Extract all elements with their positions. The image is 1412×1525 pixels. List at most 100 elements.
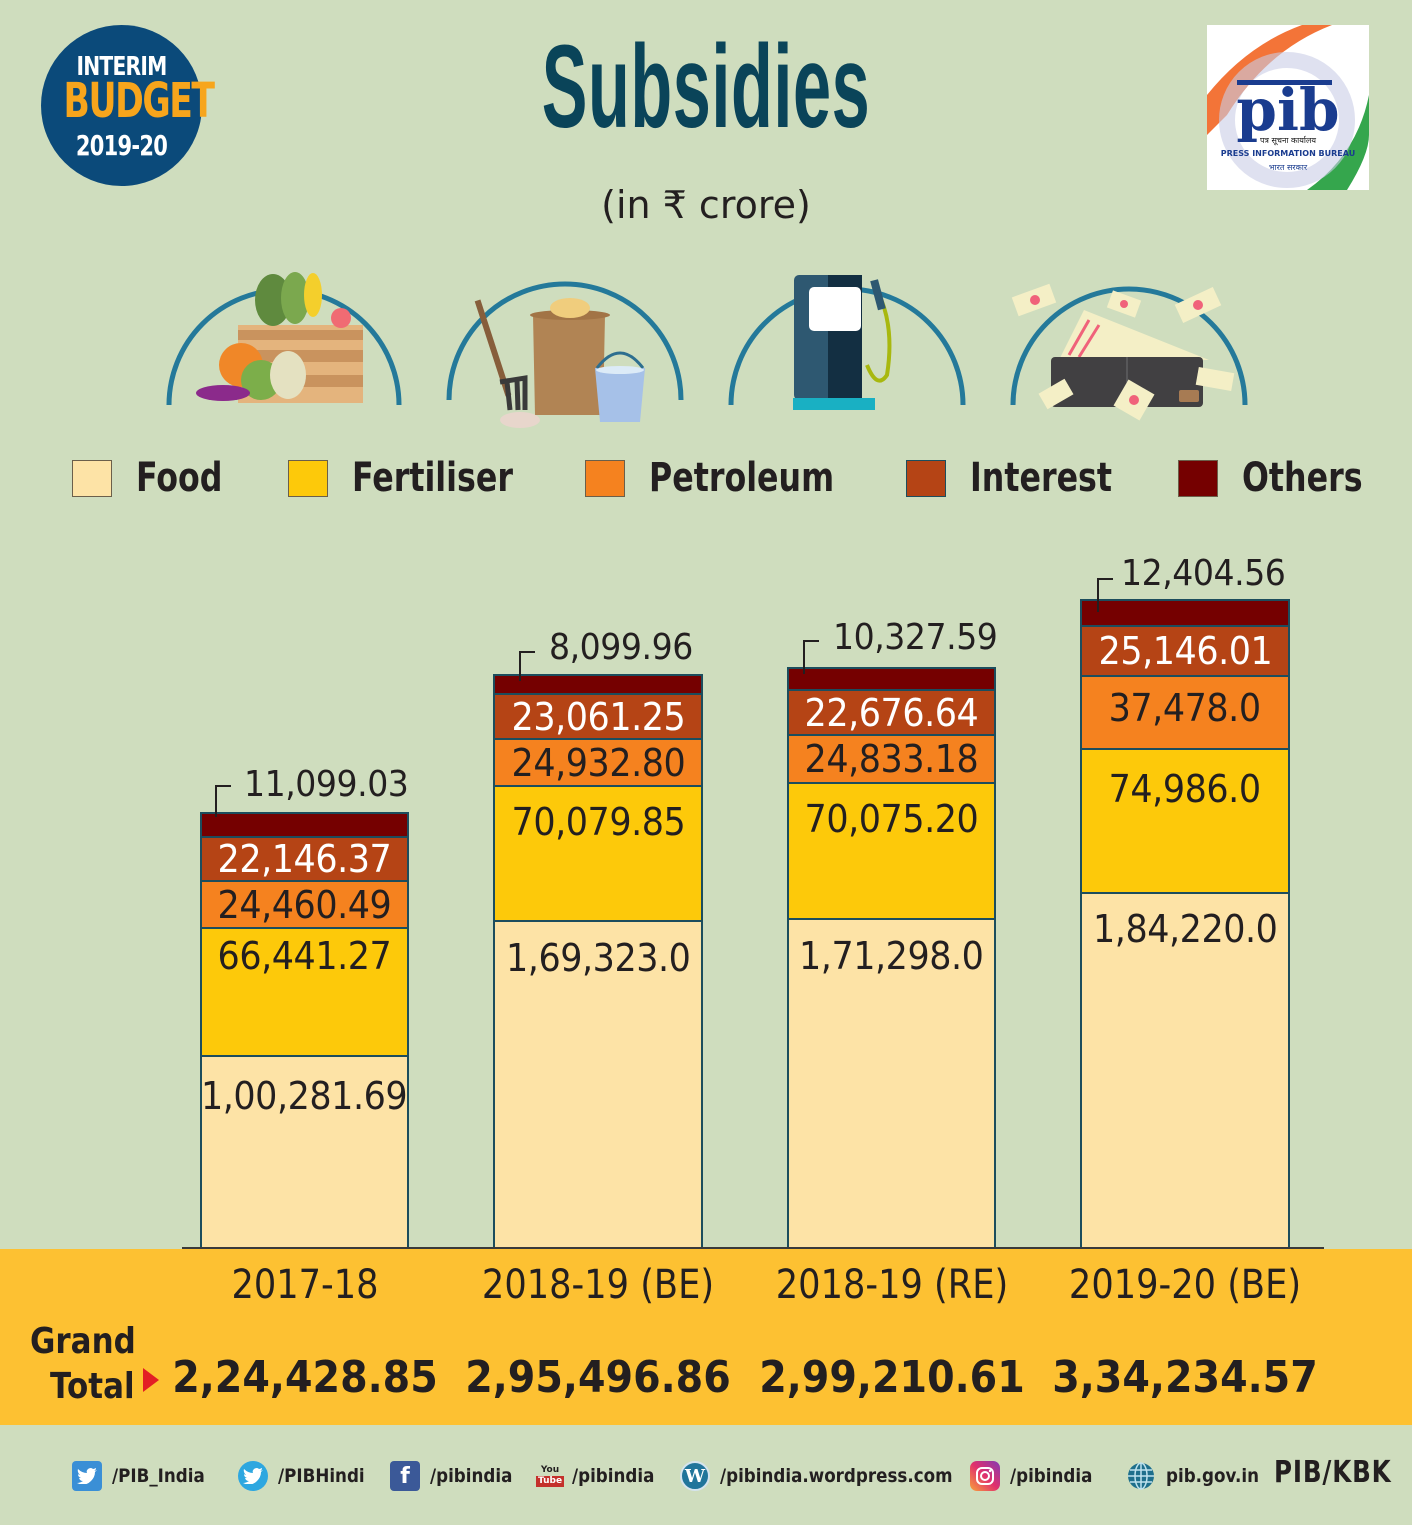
chart-title: Subsidies [541, 21, 871, 153]
legend-label: Food [136, 455, 223, 501]
svg-text:pib: pib [1236, 76, 1339, 144]
segment-value: 74,986.0 [1108, 767, 1262, 811]
footer-link-text: /pibindia [430, 1465, 513, 1487]
food-basket-icon [163, 270, 403, 430]
callout-leader-line [519, 651, 535, 681]
legend-label: Fertiliser [352, 455, 513, 501]
grand-total-value: 2,95,496.86 [465, 1352, 731, 1403]
segment-value: 70,075.20 [804, 797, 979, 841]
badge-line-2: BUDGET [63, 73, 215, 129]
grand-total-arrow-icon [143, 1368, 159, 1392]
legend-swatch-petroleum [585, 459, 625, 497]
instagram-icon [970, 1461, 1000, 1491]
legend-swatch-interest [906, 459, 946, 497]
segment-value: 25,146.01 [1098, 629, 1272, 673]
segment-interest: 25,146.01 [1082, 625, 1288, 675]
segment-fertiliser: 70,079.85 [495, 785, 701, 920]
chart-subtitle: (in ₹ crore) [601, 183, 811, 227]
segment-others [202, 814, 407, 836]
pib-logo: pib पत्र सूचना कार्यालय PRESS INFORMATIO… [1207, 25, 1369, 190]
segment-value: 66,441.27 [217, 934, 392, 978]
segment-fertiliser: 66,441.27 [202, 927, 407, 1055]
grand-total-label-line2: Total [50, 1366, 135, 1407]
footer-link-twitter-pib-india[interactable]: /PIB_India [72, 1458, 217, 1494]
segment-interest: 22,146.37 [202, 836, 407, 880]
wordpress-icon: W [680, 1461, 710, 1491]
x-axis-label: 2018-19 (RE) [775, 1262, 1009, 1308]
x-axis-label: 2018-19 (BE) [481, 1262, 715, 1308]
grand-total-value: 2,24,428.85 [172, 1352, 438, 1403]
segment-value: 1,00,281.69 [201, 1074, 408, 1118]
callout-leader-line [215, 785, 231, 817]
segment-value: 22,676.64 [804, 690, 979, 735]
svg-text:PRESS INFORMATION BUREAU: PRESS INFORMATION BUREAU [1221, 149, 1355, 158]
others-callout: 8,099.96 [549, 627, 693, 668]
segment-value: 22,146.37 [217, 837, 392, 881]
others-callout: 10,327.59 [833, 617, 998, 658]
segment-value: 24,460.49 [217, 882, 392, 927]
footer-link-text: /pibindia [1010, 1465, 1093, 1487]
svg-text:भारत सरकार: भारत सरकार [1269, 163, 1308, 172]
legend-swatch-food [72, 459, 112, 497]
footer-link-instagram[interactable]: /pibindia [970, 1458, 1104, 1494]
segment-petroleum: 37,478.0 [1082, 675, 1288, 748]
segment-value: 24,833.18 [804, 737, 979, 781]
segment-others [1082, 601, 1288, 625]
footer-link-text: /PIBHindi [278, 1465, 365, 1487]
segment-value: 1,84,220.0 [1092, 907, 1278, 951]
footer-link-website[interactable]: pib.gov.in [1126, 1458, 1272, 1494]
grand-total-value: 2,99,210.61 [759, 1352, 1025, 1403]
grand-total-label-line1: Grand [30, 1321, 136, 1362]
bar-2019-20-be: 25,146.01 37,478.0 74,986.0 1,84,220.0 [1080, 599, 1290, 1249]
segment-others [789, 669, 994, 689]
legend-item-fertiliser: Fertiliser [288, 455, 535, 501]
footer-link-text: /pibindia.wordpress.com [720, 1465, 953, 1487]
segment-food: 1,84,220.0 [1082, 892, 1288, 1249]
footer-link-text: /PIB_India [112, 1465, 205, 1487]
footer-link-youtube[interactable]: You Tube /pibindia [535, 1458, 666, 1494]
others-callout: 11,099.03 [244, 764, 409, 805]
legend-item-interest: Interest [906, 455, 1131, 501]
fuel-pump-icon [727, 265, 967, 425]
footer-link-wordpress[interactable]: W /pibindia.wordpress.com [680, 1458, 984, 1494]
legend-swatch-others [1178, 459, 1218, 497]
youtube-icon: You Tube [535, 1464, 565, 1487]
segment-fertiliser: 74,986.0 [1082, 748, 1288, 892]
chart-baseline [182, 1247, 1324, 1249]
legend-item-food: Food [72, 455, 234, 501]
legend-label: Petroleum [649, 455, 835, 501]
facebook-icon: f [390, 1461, 420, 1491]
legend-swatch-fertiliser [288, 459, 328, 497]
footer-link-twitter-pib-hindi[interactable]: /PIBHindi [238, 1458, 376, 1494]
legend-label: Interest [970, 455, 1113, 501]
segment-food: 1,00,281.69 [201, 1055, 408, 1249]
globe-icon [1126, 1461, 1156, 1491]
segment-others [495, 676, 701, 693]
segment-petroleum: 24,460.49 [202, 880, 407, 927]
badge-line-3: 2019-20 [75, 129, 168, 162]
grand-total-value: 3,34,234.57 [1052, 1352, 1318, 1403]
bar-2018-19-re: 22,676.64 24,833.18 70,075.20 1,71,298.0 [787, 667, 996, 1249]
footer-link-text: /pibindia [572, 1465, 655, 1487]
pib-logo-icon: pib पत्र सूचना कार्यालय PRESS INFORMATIO… [1207, 25, 1369, 190]
segment-value: 24,932.80 [511, 740, 685, 785]
segment-food: 1,69,323.0 [495, 920, 701, 1249]
segment-fertiliser: 70,075.20 [789, 782, 994, 918]
segment-petroleum: 24,833.18 [789, 734, 994, 782]
segment-value: 70,079.85 [511, 800, 685, 844]
callout-leader-line [803, 640, 819, 674]
legend-item-petroleum: Petroleum [585, 455, 859, 501]
segment-petroleum: 24,932.80 [495, 738, 701, 785]
footer-link-facebook[interactable]: f /pibindia [390, 1458, 524, 1494]
segment-value: 1,71,298.0 [799, 934, 984, 978]
legend-item-others: Others [1178, 455, 1379, 501]
segment-food: 1,71,298.0 [789, 918, 994, 1249]
bar-2018-19-be: 23,061.25 24,932.80 70,079.85 1,69,323.0 [493, 674, 703, 1249]
segment-value: 37,478.0 [1108, 686, 1262, 730]
others-callout: 12,404.56 [1121, 553, 1286, 594]
twitter-icon [72, 1461, 102, 1491]
fertiliser-sack-icon [445, 270, 685, 430]
wallet-money-icon [1009, 265, 1249, 425]
interim-budget-badge: INTERIM BUDGET 2019-20 [41, 25, 215, 186]
credit-text: PIB/KBK [1274, 1455, 1392, 1490]
